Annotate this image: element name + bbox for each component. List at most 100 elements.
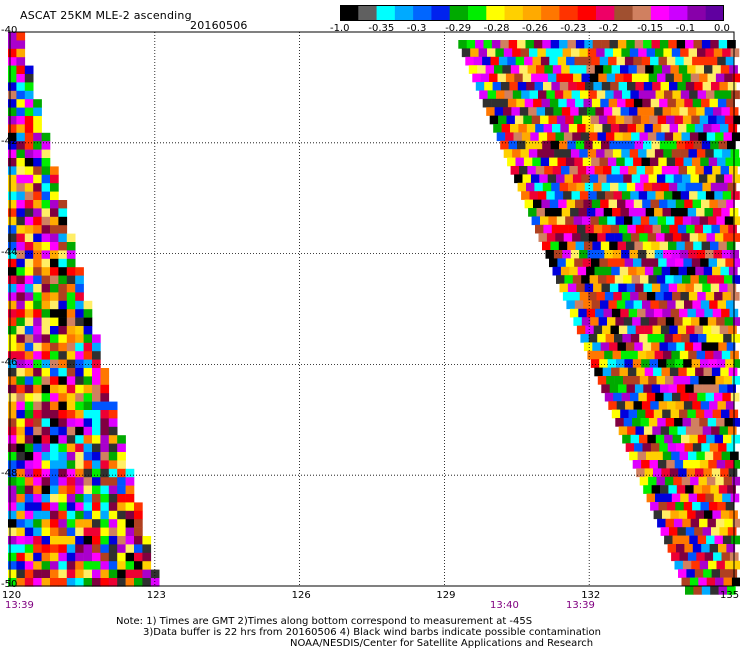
wind-cell bbox=[685, 426, 695, 436]
wind-cell bbox=[692, 56, 701, 66]
wind-cell bbox=[652, 325, 662, 335]
wind-cell bbox=[561, 208, 571, 217]
wind-cell bbox=[716, 418, 725, 427]
wind-cell bbox=[720, 510, 730, 520]
wind-cell bbox=[703, 367, 713, 377]
wind-cell bbox=[667, 401, 676, 410]
wind-cell bbox=[722, 191, 732, 200]
wind-cell bbox=[58, 334, 68, 344]
wind-cell bbox=[75, 426, 84, 436]
wind-cell bbox=[541, 98, 551, 108]
wind-cell bbox=[585, 224, 595, 234]
wind-cell bbox=[641, 56, 651, 66]
wind-cell bbox=[681, 434, 690, 444]
wind-cell bbox=[617, 98, 626, 108]
wind-cell bbox=[637, 250, 647, 259]
wind-cell bbox=[16, 359, 26, 369]
wind-cell bbox=[518, 124, 528, 133]
latitude-tick-label: -48 bbox=[1, 468, 18, 480]
wind-cell bbox=[680, 149, 689, 158]
wind-cell bbox=[694, 182, 703, 192]
wind-cell bbox=[726, 241, 736, 251]
wind-cell bbox=[24, 317, 34, 327]
wind-cell bbox=[41, 242, 51, 251]
note-line-1: Note: 1) Times are GMT 2)Times along bot… bbox=[116, 616, 533, 627]
wind-cell bbox=[693, 241, 702, 251]
wind-cell bbox=[16, 40, 26, 50]
wind-cell bbox=[503, 149, 513, 158]
wind-cell bbox=[648, 418, 658, 427]
wind-cell bbox=[670, 65, 680, 74]
wind-cell bbox=[710, 140, 719, 150]
wind-cell bbox=[665, 275, 674, 284]
wind-cell bbox=[33, 183, 42, 192]
wind-cell bbox=[50, 326, 59, 335]
wind-cell bbox=[611, 409, 621, 419]
wind-cell bbox=[628, 308, 638, 318]
wind-cell bbox=[41, 216, 51, 226]
wind-cell bbox=[657, 518, 666, 528]
wind-cell bbox=[117, 510, 126, 520]
wind-cell bbox=[726, 342, 736, 352]
wind-cell bbox=[632, 460, 642, 469]
wind-cell bbox=[650, 199, 660, 209]
wind-cell bbox=[92, 561, 101, 570]
wind-cell bbox=[604, 392, 614, 402]
wind-cell bbox=[646, 451, 655, 461]
wind-cell bbox=[679, 208, 688, 217]
colorbar-swatch bbox=[669, 5, 688, 21]
wind-cell bbox=[542, 140, 551, 150]
wind-cell bbox=[461, 48, 471, 58]
wind-cell bbox=[702, 82, 712, 91]
wind-cell bbox=[708, 359, 718, 368]
wind-cell bbox=[639, 233, 648, 242]
wind-cell bbox=[531, 73, 540, 83]
wind-cell bbox=[588, 334, 598, 343]
wind-cell bbox=[687, 65, 696, 74]
wind-cell bbox=[637, 451, 647, 461]
wind-cell bbox=[728, 367, 738, 377]
wind-cell bbox=[66, 460, 76, 470]
wind-cell bbox=[623, 73, 633, 83]
wind-cell bbox=[100, 544, 110, 554]
wind-cell bbox=[16, 552, 26, 562]
wind-cell bbox=[728, 266, 738, 276]
wind-cell bbox=[678, 569, 687, 578]
wind-cell bbox=[613, 191, 623, 200]
wind-cell bbox=[714, 233, 724, 242]
wind-cell bbox=[663, 493, 673, 503]
wind-cell bbox=[604, 250, 613, 259]
wind-cell bbox=[526, 82, 535, 91]
wind-cell bbox=[674, 418, 683, 427]
wind-cell bbox=[636, 367, 645, 377]
wind-cell bbox=[559, 140, 568, 150]
wind-cell bbox=[706, 334, 716, 343]
wind-cell bbox=[108, 435, 118, 444]
wind-cell bbox=[496, 132, 506, 142]
wind-cell bbox=[50, 267, 59, 276]
wind-cell bbox=[598, 174, 607, 184]
wind-cell bbox=[16, 166, 26, 176]
wind-cell bbox=[24, 242, 34, 251]
wind-cell bbox=[700, 56, 710, 66]
wind-cell bbox=[653, 266, 662, 276]
wind-cell bbox=[725, 460, 734, 469]
wind-cell bbox=[731, 577, 740, 587]
wind-cell bbox=[666, 502, 676, 511]
wind-cell bbox=[150, 569, 160, 579]
wind-cell bbox=[721, 250, 731, 259]
wind-cell bbox=[33, 292, 42, 302]
wind-cell bbox=[561, 107, 571, 116]
wind-cell bbox=[593, 182, 602, 192]
wind-cell bbox=[613, 392, 622, 402]
wind-cell bbox=[588, 191, 597, 200]
wind-cell bbox=[691, 258, 701, 268]
wind-cell bbox=[50, 200, 59, 209]
wind-cell bbox=[559, 40, 568, 49]
wind-cell bbox=[717, 56, 726, 66]
wind-cell bbox=[719, 82, 729, 91]
wind-cell bbox=[58, 300, 68, 310]
wind-cell bbox=[572, 132, 581, 142]
wind-cell bbox=[75, 452, 84, 461]
wind-cell bbox=[100, 494, 110, 503]
